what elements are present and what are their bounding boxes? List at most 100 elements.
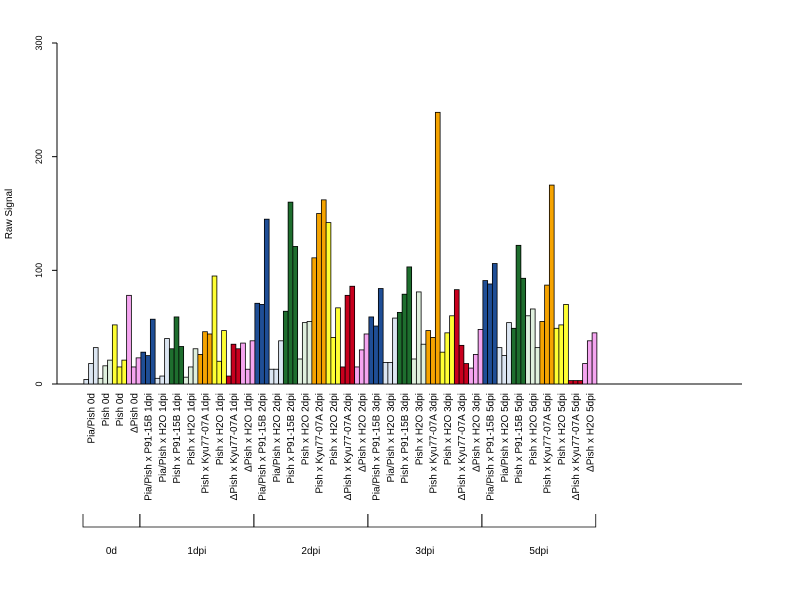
bar [197, 354, 204, 385]
bar [472, 354, 479, 385]
x-tick-label: Pish x Kyu77-07A 3dpi [429, 393, 440, 494]
bar [430, 336, 436, 385]
x-tick-label: Pia/Pish x P91-15B 5dpi [486, 393, 497, 501]
x-tick-label: Pish x Kyu77-07A 2dpi [315, 393, 326, 494]
bar [149, 318, 156, 385]
bar [482, 280, 489, 385]
y-axis: 0 100 200 300 [34, 35, 58, 387]
bar [382, 362, 389, 385]
bar [154, 377, 161, 385]
bar [102, 365, 109, 385]
group-brackets: 0d 1dpi 2dpi 3dpi 5dpi [82, 514, 597, 557]
y-tick-label: 200 [34, 149, 44, 164]
bar [439, 351, 446, 385]
group-bracket [82, 514, 141, 528]
y-axis-label: Raw Signal [4, 189, 15, 240]
x-tick-label: Pish 0d [101, 393, 112, 426]
bar [544, 284, 550, 385]
bar [553, 327, 560, 385]
group-label: 3dpi [415, 546, 434, 557]
bars-group [83, 111, 598, 385]
bar [221, 330, 227, 385]
bar [344, 294, 351, 385]
bar [159, 375, 166, 385]
bar [187, 366, 194, 385]
bar [268, 368, 275, 385]
bar [330, 336, 337, 385]
group-bracket [253, 514, 369, 528]
bar [487, 283, 493, 385]
bar [591, 332, 598, 385]
bar [548, 184, 555, 385]
bar [463, 363, 470, 385]
x-tick-label: Pia/Pish x P91-15B 3dpi [372, 393, 383, 501]
x-tick-labels: Pia/Pish 0d Pish 0d Pish 0d ΔPish 0d Pia/Pis… [87, 393, 597, 501]
bar [577, 380, 584, 385]
group-label: 0d [106, 546, 117, 557]
bar [216, 360, 223, 385]
x-tick-label: Pish x H2O 3dpi [414, 393, 425, 465]
x-tick-label: Pish x H2O 2dpi [300, 393, 311, 465]
bar [434, 111, 441, 385]
bar [183, 376, 189, 385]
bar [339, 366, 346, 385]
group-bracket [367, 514, 483, 528]
bar [292, 246, 299, 385]
x-tick-label: ΔPish x Kyu77-07A 1dpi [229, 393, 240, 500]
x-tick-label: ΔPish 0d [129, 393, 140, 433]
bar [396, 311, 403, 385]
bar [306, 321, 313, 385]
bar [249, 340, 256, 385]
bar [468, 367, 474, 385]
bar [444, 332, 451, 385]
x-tick-label: Pish x P91-15B 3dpi [400, 393, 411, 484]
bar [539, 321, 546, 385]
bar [582, 363, 588, 385]
bar [164, 338, 170, 385]
bar [316, 213, 322, 385]
bar [278, 340, 284, 385]
bar [411, 358, 417, 385]
bar [192, 348, 199, 385]
x-tick-label: ΔPish x H2O 2dpi [357, 393, 368, 472]
bar [491, 263, 498, 385]
bar [126, 294, 132, 385]
bar [387, 362, 394, 385]
bar [273, 368, 280, 385]
bar [377, 288, 384, 385]
x-tick-label: Pish x Kyu77-07A 5dpi [543, 393, 554, 494]
x-tick-label: ΔPish x Kyu77-07A 2dpi [343, 393, 354, 500]
bar [301, 322, 308, 385]
bar [145, 355, 151, 385]
bar [510, 327, 517, 385]
bar [244, 368, 251, 385]
bar [263, 218, 270, 385]
y-tick-label: 100 [34, 263, 44, 278]
x-tick-label: ΔPish x Kyu77-07A 5dpi [571, 393, 582, 500]
bar [520, 277, 527, 385]
bar [320, 199, 327, 385]
x-tick-label: Pish x P91-15B 2dpi [286, 393, 297, 484]
bar [107, 359, 113, 385]
bar [202, 331, 208, 385]
x-tick-label: Pia/Pish 0d [87, 393, 98, 444]
bar [586, 340, 593, 385]
bar [225, 375, 232, 385]
x-tick-label: ΔPish x Kyu77-07A 3dpi [457, 393, 468, 500]
bar [373, 325, 379, 385]
bar [88, 363, 94, 385]
x-tick-label: Pia/Pish x H2O 5dpi [500, 393, 511, 483]
bar [235, 348, 242, 385]
x-tick-label: Pish x Kyu77-07A 1dpi [201, 393, 212, 494]
bar [135, 357, 142, 385]
bar [496, 347, 503, 385]
x-tick-label: Pia/Pish x H2O 3dpi [386, 393, 397, 483]
bar [230, 343, 237, 385]
bar [534, 347, 541, 385]
x-tick-label: Pish 0d [115, 393, 126, 426]
group-bracket [139, 514, 255, 528]
bar [297, 358, 303, 385]
x-tick-label: Pish x H2O 1dpi [186, 393, 197, 465]
group-label: 5dpi [529, 546, 548, 557]
bar [401, 293, 408, 385]
